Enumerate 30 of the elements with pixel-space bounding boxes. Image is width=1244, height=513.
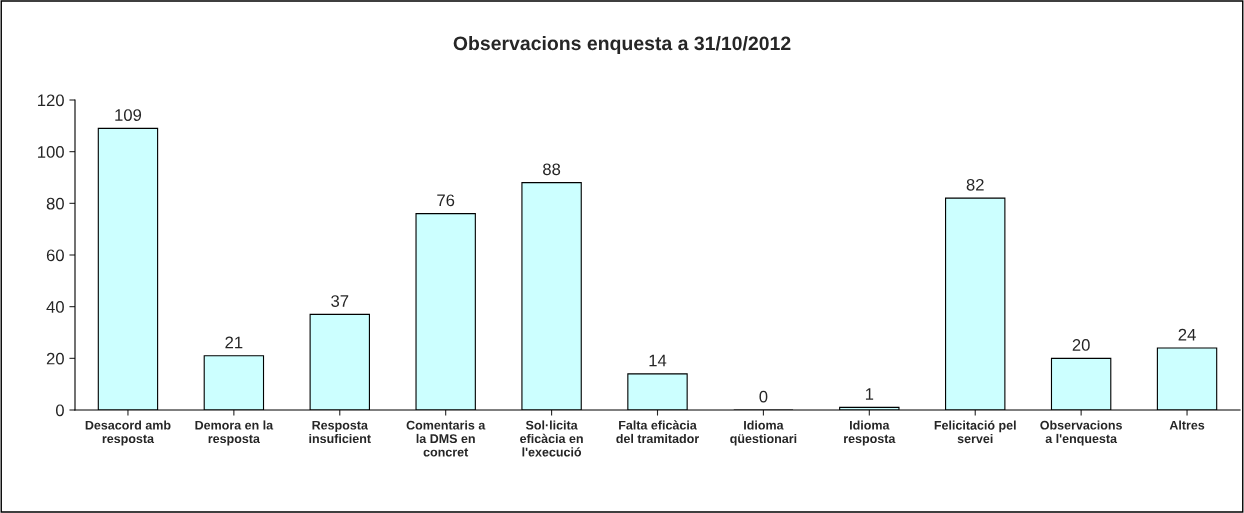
data-label: 0: [759, 390, 768, 403]
x-tick-label: Sol·licita eficàcia en l'execució: [520, 420, 583, 457]
y-tick-label: 0: [55, 404, 64, 417]
y-tick-label: 40: [46, 301, 64, 313]
y-tick-label: 100: [38, 146, 64, 158]
x-tick-label: Idioma resposta: [844, 420, 896, 446]
chart-title: Observacions enquesta a 31/10/2012: [453, 35, 791, 55]
x-tick-label: Resposta insuficient: [309, 420, 371, 444]
data-label: 109: [115, 109, 142, 121]
x-tick-label: Felicitació pel servei: [934, 420, 1016, 444]
data-label: 14: [649, 354, 667, 367]
y-tick-label: 120: [38, 94, 64, 107]
y-tick-label: 20: [46, 352, 64, 365]
y-tick-label: 60: [46, 249, 64, 262]
x-tick-label: Idioma qüestionari: [730, 420, 797, 446]
data-label: 37: [331, 295, 349, 307]
y-tick-label: 80: [46, 197, 64, 210]
data-label: 82: [966, 178, 984, 191]
data-label: 20: [1072, 339, 1090, 351]
data-label: 1: [865, 388, 874, 400]
data-label: 88: [543, 163, 561, 176]
x-tick-label: Demora en la resposta: [195, 420, 274, 446]
x-tick-label: Desacord amb resposta: [85, 420, 171, 446]
data-label: 76: [437, 194, 455, 207]
x-tick-label: Falta eficàcia del tramitador: [616, 420, 699, 444]
x-tick-label: Comentaris a la DMS en concret: [406, 420, 486, 457]
x-tick-label: Altres: [1169, 420, 1205, 430]
data-label: 24: [1178, 328, 1196, 341]
data-label: 21: [225, 336, 243, 349]
x-tick-label: Observacions a l'enquesta: [1040, 420, 1122, 446]
